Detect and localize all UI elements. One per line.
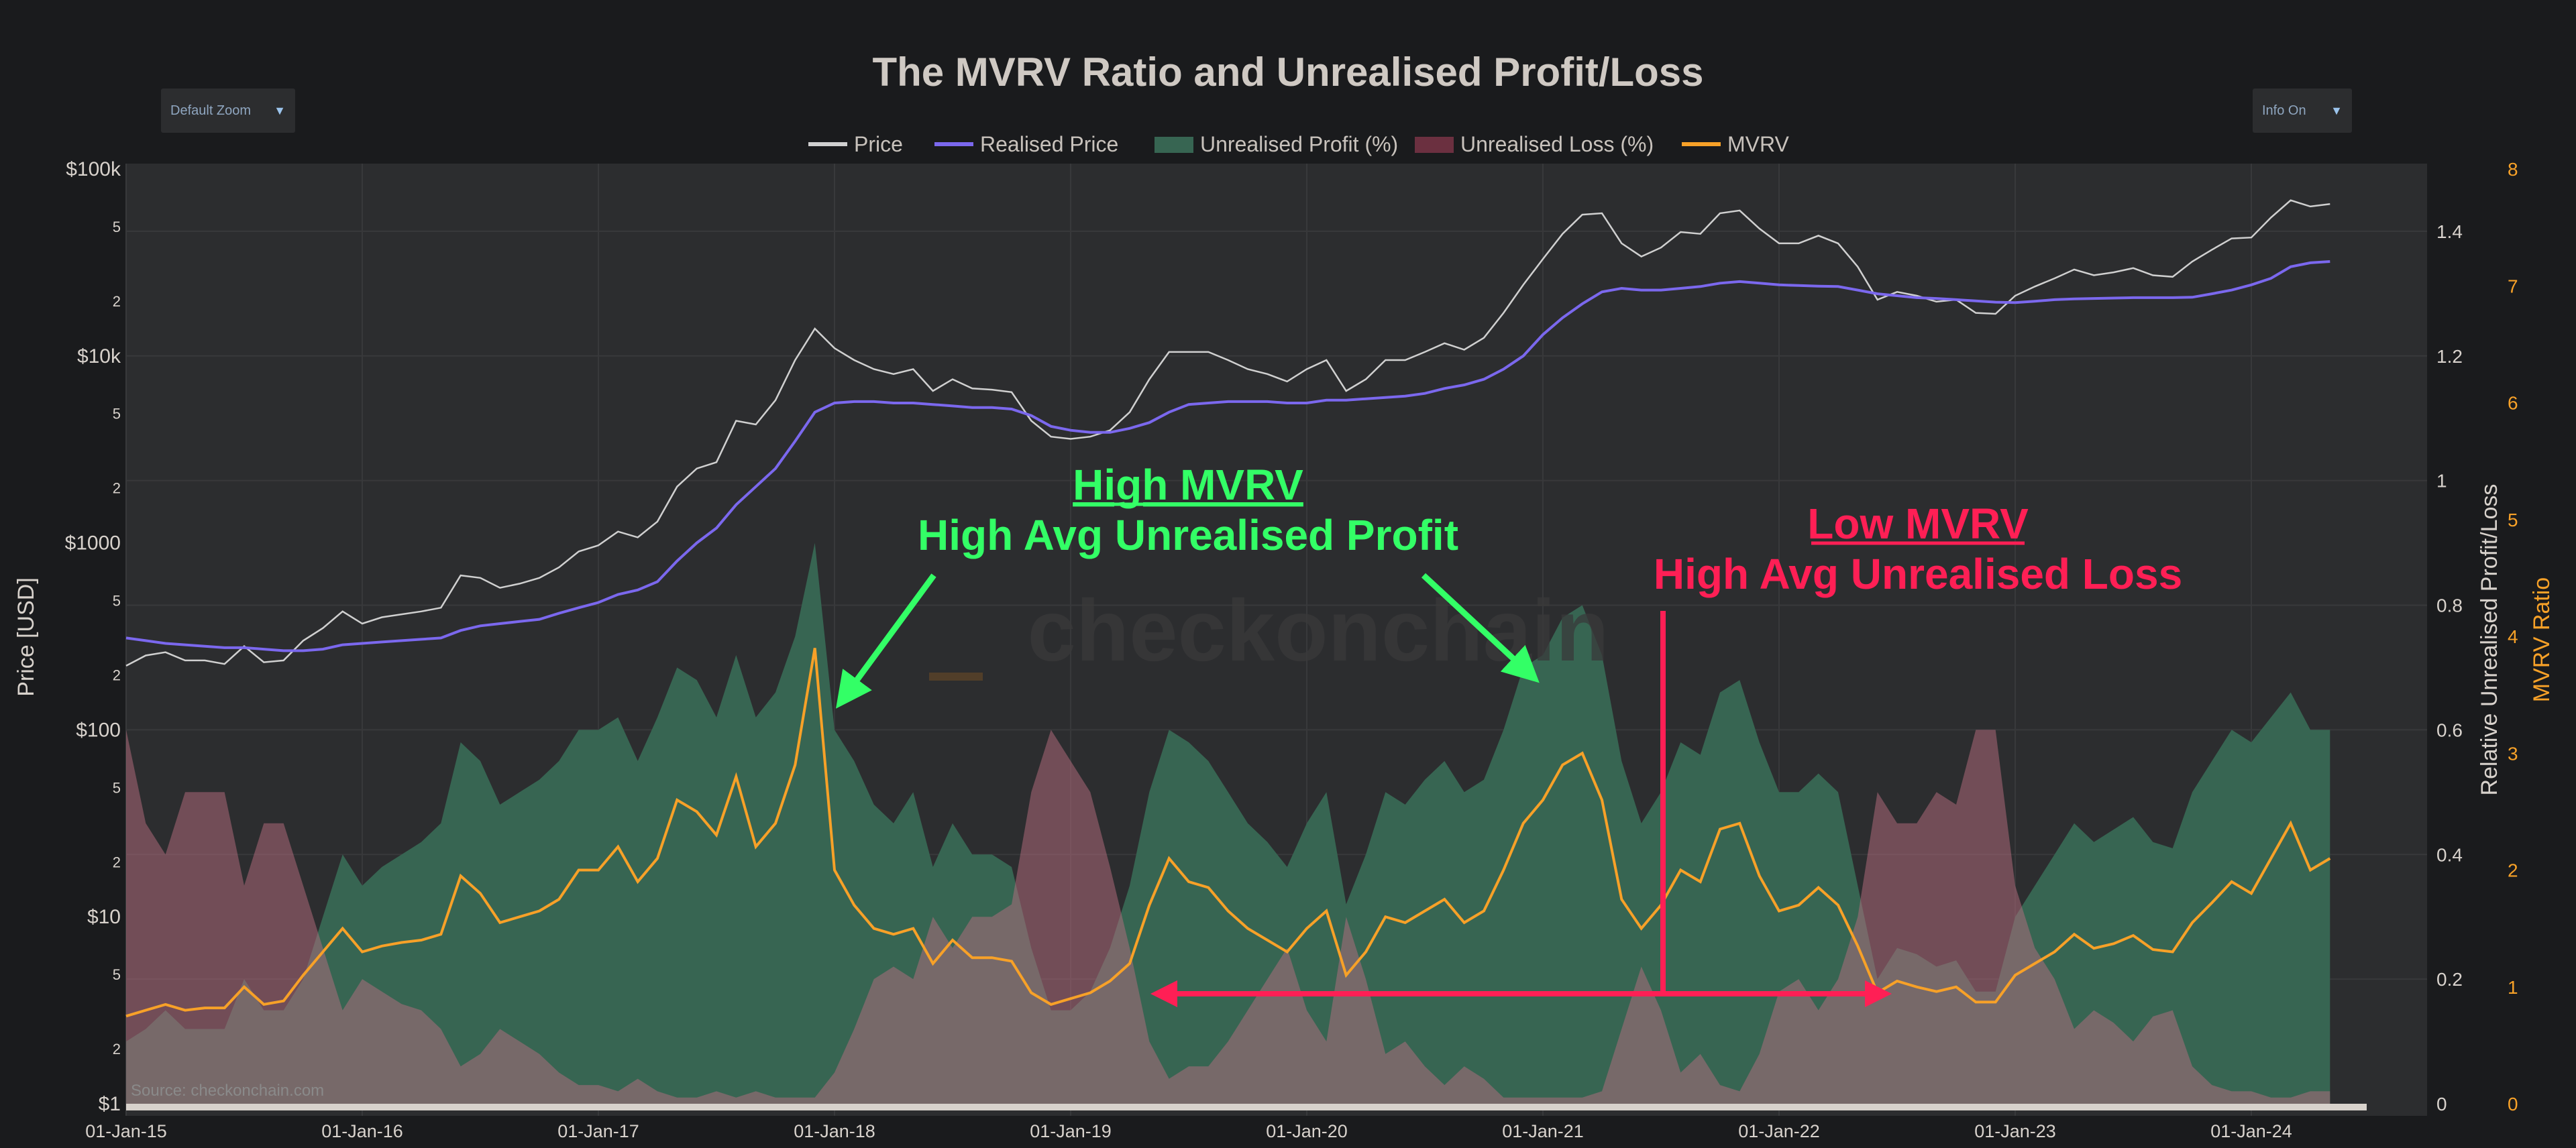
x-tick-label: 01-Jan-18: [794, 1121, 875, 1141]
mvrv-line: [125, 648, 2331, 1018]
axes: $1 2 5 $10 2 5 $100 2 5 $1000 2 5 $10k 2 5 $100k Price […: [13, 158, 2555, 1141]
info-dropdown-label: Info On: [2262, 103, 2306, 118]
source-label: Source: checkonchain.com: [131, 1082, 324, 1100]
y-left-tick-label: 5: [113, 593, 121, 610]
mvrv-tick-label: 8: [2508, 159, 2518, 180]
x-tick-label: 01-Jan-23: [1974, 1121, 2056, 1141]
legend-label: Price: [854, 132, 903, 156]
legend-label: Unrealised Profit (%): [1200, 132, 1398, 156]
legend-item: Price: [808, 132, 903, 156]
legend-swatch: [1682, 142, 1721, 146]
y-left-tick-label: $10k: [77, 345, 121, 367]
chart-title: The MVRV Ratio and Unrealised Profit/Los…: [872, 50, 1703, 95]
legend-label: Realised Price: [980, 132, 1118, 156]
y-right-tick-label: 0.6: [2436, 720, 2463, 740]
legend-swatch: [934, 142, 973, 146]
y-left-tick-label: 2: [113, 667, 121, 683]
x-tick-label: 01-Jan-16: [321, 1121, 403, 1141]
y-left-tick-label: $1000: [65, 532, 121, 555]
x-tick-label: 01-Jan-17: [557, 1121, 639, 1141]
mvrv-tick-label: 2: [2508, 860, 2518, 881]
legend-item: Realised Price: [934, 132, 1118, 156]
range-baseline: [126, 1104, 2367, 1110]
mvrv-tick-label: 1: [2508, 977, 2518, 998]
annotations: High MVRV High Avg Unrealised Profit Low…: [836, 461, 2182, 1007]
annotation-high-mvrv: High MVRV: [1073, 461, 1303, 509]
y-right-tick-label: 1.2: [2436, 346, 2463, 367]
mvrv-tick-label: 6: [2508, 393, 2518, 414]
x-tick-label: 01-Jan-22: [1738, 1121, 1820, 1141]
series-layer: [125, 199, 2367, 1110]
y-left-tick-label: $100k: [66, 158, 121, 180]
legend-label: MVRV: [1727, 132, 1790, 156]
mvrv-tick-label: 4: [2508, 626, 2518, 647]
legend-label: Unrealised Loss (%): [1460, 132, 1654, 156]
y-right-tick-label: 0.2: [2436, 969, 2463, 990]
triangle-down-icon: ▼: [274, 103, 286, 117]
info-dropdown[interactable]: Info On ▼: [2253, 89, 2352, 133]
legend-item: Unrealised Loss (%): [1415, 132, 1654, 156]
watermark-logo-bar: [929, 673, 983, 681]
y-right-tick-label: 1.4: [2436, 221, 2463, 242]
realised-price-line: [125, 260, 2330, 652]
y-right-tick-label: 0: [2436, 1094, 2447, 1114]
y-left-tick-label: 2: [113, 480, 121, 497]
mvrv-axis-title: MVRV Ratio: [2529, 577, 2555, 702]
y-left-tick-label: $10: [87, 906, 121, 928]
annotation-high-profit: High Avg Unrealised Profit: [918, 511, 1458, 559]
y-right-axis-title: Relative Unrealised Profit/Loss: [2477, 484, 2502, 796]
unrealised-profit-area: [126, 542, 2330, 1104]
y-left-tick-label: 5: [113, 966, 121, 983]
mvrv-tick-label: 3: [2508, 743, 2518, 764]
y-right-tick-label: 0.8: [2436, 595, 2463, 616]
y-left-tick-label: 5: [113, 219, 121, 235]
triangle-down-icon: ▼: [2330, 103, 2343, 117]
y-right-tick-label: 0.4: [2436, 844, 2463, 865]
y-left-tick-label: $100: [76, 719, 121, 741]
legend: Price Realised Price Unrealised Profit (%)…: [808, 132, 1790, 156]
x-tick-label: 01-Jan-15: [85, 1121, 167, 1141]
legend-swatch: [1415, 137, 1454, 153]
y-left-axis-title: Price [USD]: [13, 577, 39, 697]
mvrv-tick-label: 7: [2508, 276, 2518, 296]
legend-swatch: [808, 142, 847, 146]
annotation-high-loss: High Avg Unrealised Loss: [1654, 550, 2182, 598]
y-left-tick-label: 5: [113, 406, 121, 422]
price-line: [125, 199, 2330, 667]
y-left-tick-label: $1: [99, 1093, 121, 1115]
y-left-tick-label: 2: [113, 854, 121, 870]
mvrv-tick-label: 5: [2508, 510, 2518, 530]
zoom-dropdown[interactable]: Default Zoom ▼: [161, 89, 295, 133]
x-tick-label: 01-Jan-19: [1030, 1121, 1112, 1141]
x-tick-label: 01-Jan-20: [1266, 1121, 1348, 1141]
annotation-low-mvrv: Low MVRV: [1807, 500, 2029, 548]
y-right-tick-label: 1: [2436, 471, 2447, 492]
profit-arrow-2017: [836, 573, 936, 709]
mvrv-tick-label: 0: [2508, 1094, 2518, 1114]
y-left-tick-label: 5: [113, 779, 121, 796]
x-tick-label: 01-Jan-21: [1502, 1121, 1584, 1141]
x-tick-label: 01-Jan-24: [2210, 1121, 2292, 1141]
legend-item: Unrealised Profit (%): [1155, 132, 1398, 156]
profit-arrow-2021: [1421, 573, 1540, 683]
legend-item: MVRV: [1682, 132, 1790, 156]
zoom-dropdown-label: Default Zoom: [170, 103, 252, 118]
y-left-tick-label: 2: [113, 293, 121, 310]
unrealised-loss-area: [126, 730, 2330, 1104]
y-left-tick-label: 2: [113, 1041, 121, 1057]
legend-swatch: [1155, 137, 1193, 153]
